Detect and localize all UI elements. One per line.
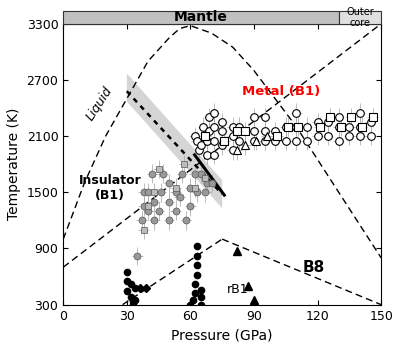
Text: Outer
core: Outer core [346, 7, 374, 28]
Text: Liquid: Liquid [84, 84, 115, 123]
Polygon shape [127, 73, 222, 208]
Text: rB1: rB1 [226, 283, 248, 296]
Bar [339, 11, 381, 24]
Text: B8: B8 [302, 260, 324, 275]
Bar [63, 11, 339, 24]
Y-axis label: Temperature (K): Temperature (K) [7, 108, 21, 221]
Text: Insulator
(B1): Insulator (B1) [78, 173, 141, 202]
Text: Mantle: Mantle [174, 10, 228, 24]
X-axis label: Pressure (GPa): Pressure (GPa) [172, 328, 273, 342]
Text: Metal (B1): Metal (B1) [242, 85, 321, 98]
